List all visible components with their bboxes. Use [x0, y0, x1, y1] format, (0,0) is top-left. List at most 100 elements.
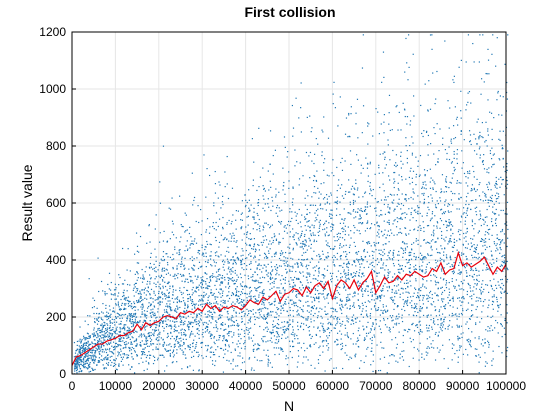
scatter-point — [314, 175, 316, 178]
scatter-point — [349, 244, 351, 246]
scatter-point — [364, 191, 367, 193]
scatter-point — [111, 351, 113, 354]
scatter-point — [158, 324, 160, 327]
scatter-point — [379, 295, 382, 297]
scatter-point — [104, 334, 106, 336]
scatter-point — [121, 328, 123, 330]
scatter-point — [208, 281, 210, 284]
scatter-point — [109, 322, 111, 324]
scatter-point — [175, 297, 178, 299]
scatter-point — [356, 251, 358, 253]
scatter-point — [405, 137, 407, 139]
scatter-point — [262, 301, 264, 304]
scatter-point — [233, 310, 235, 312]
scatter-point — [327, 313, 329, 315]
scatter-point — [118, 306, 120, 308]
scatter-point — [388, 112, 390, 114]
scatter-point — [269, 276, 272, 278]
scatter-point — [386, 259, 388, 261]
scatter-point — [401, 314, 403, 316]
scatter-point — [410, 258, 413, 260]
scatter-point — [150, 339, 153, 341]
scatter-point — [151, 311, 153, 313]
scatter-point — [321, 341, 324, 343]
scatter-point — [226, 223, 228, 225]
scatter-point — [401, 176, 403, 178]
scatter-point — [80, 355, 82, 358]
scatter-point — [304, 218, 306, 221]
scatter-point — [87, 358, 89, 360]
scatter-point — [153, 306, 156, 308]
scatter-point — [152, 343, 154, 345]
scatter-point — [411, 136, 413, 138]
scatter-point — [120, 308, 122, 310]
scatter-point — [150, 304, 152, 306]
scatter-point — [404, 252, 406, 254]
scatter-point — [359, 215, 361, 217]
scatter-point — [310, 337, 312, 340]
scatter-point — [78, 358, 80, 360]
scatter-point — [179, 315, 181, 317]
scatter-point — [271, 341, 273, 343]
scatter-point — [274, 149, 276, 151]
scatter-point — [123, 298, 125, 300]
scatter-point — [243, 310, 245, 312]
scatter-point — [113, 289, 116, 291]
scatter-point — [169, 324, 171, 326]
scatter-point — [361, 302, 363, 304]
scatter-point — [205, 344, 207, 347]
scatter-point — [88, 335, 90, 337]
scatter-point — [145, 266, 147, 268]
scatter-point — [102, 319, 104, 321]
scatter-point — [236, 286, 238, 288]
scatter-point — [336, 208, 338, 210]
scatter-point — [353, 217, 355, 219]
scatter-point — [159, 287, 161, 289]
scatter-point — [269, 240, 271, 242]
scatter-point — [317, 279, 319, 282]
scatter-point — [206, 287, 209, 289]
scatter-point — [226, 311, 228, 313]
scatter-point — [213, 205, 215, 207]
scatter-point — [119, 308, 121, 310]
scatter-point — [418, 288, 420, 290]
scatter-point — [118, 331, 120, 333]
scatter-point — [125, 335, 127, 337]
scatter-point — [221, 324, 224, 326]
scatter-point — [169, 307, 171, 309]
scatter-point — [153, 332, 155, 334]
scatter-point — [230, 294, 233, 297]
scatter-point — [379, 295, 381, 297]
scatter-point — [222, 195, 224, 197]
scatter-point — [371, 291, 373, 293]
scatter-point — [215, 239, 217, 242]
scatter-point — [393, 355, 395, 357]
scatter-point — [131, 352, 133, 355]
scatter-point — [246, 293, 248, 295]
scatter-point — [127, 342, 130, 344]
scatter-point — [383, 132, 385, 134]
scatter-point — [100, 359, 102, 361]
scatter-point — [221, 281, 224, 283]
scatter-point — [253, 316, 256, 318]
scatter-point — [201, 306, 203, 308]
scatter-point — [371, 278, 373, 281]
scatter-point — [424, 286, 426, 288]
scatter-point — [262, 335, 264, 338]
scatter-point — [166, 296, 168, 298]
scatter-point — [179, 306, 181, 309]
scatter-point — [257, 204, 259, 207]
scatter-point — [403, 282, 406, 284]
scatter-point — [319, 292, 321, 295]
scatter-point — [123, 303, 126, 305]
scatter-point — [395, 322, 398, 324]
scatter-point — [189, 244, 191, 246]
scatter-point — [222, 239, 224, 241]
scatter-point — [281, 348, 283, 351]
scatter-point — [107, 324, 109, 326]
scatter-point — [361, 272, 363, 275]
scatter-point — [146, 342, 148, 345]
scatter-point — [79, 326, 81, 328]
scatter-point — [256, 349, 258, 351]
scatter-point — [254, 222, 256, 224]
